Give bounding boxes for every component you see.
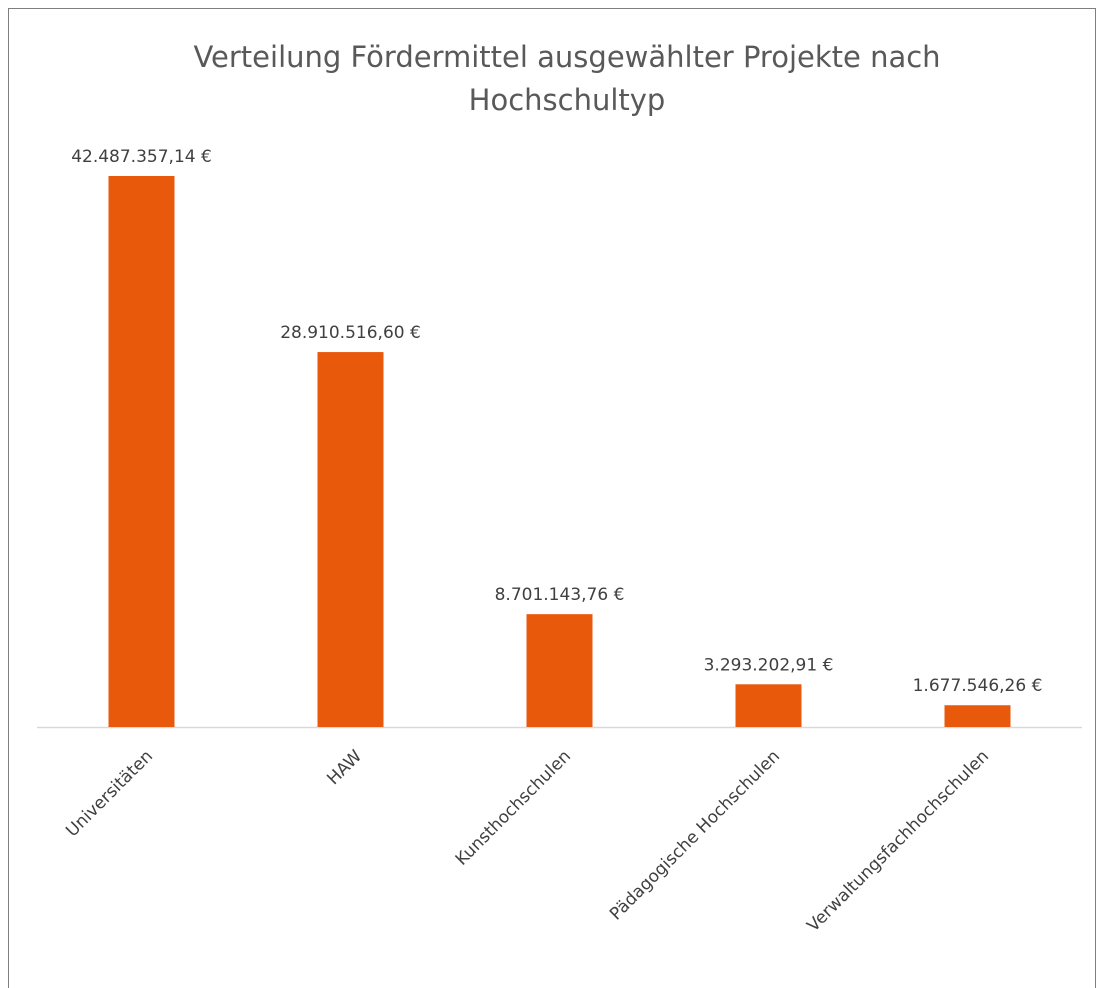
bar — [317, 352, 384, 727]
data-label: 8.701.143,76 € — [495, 585, 625, 605]
x-tick-label: Verwaltungsfachhochschulen — [803, 746, 993, 936]
bar — [944, 705, 1011, 727]
x-tick-label: HAW — [323, 746, 366, 789]
bar — [735, 684, 802, 727]
x-tick-label: Pädagogische Hochschulen — [606, 746, 784, 924]
chart-title: Verteilung Fördermittel ausgewählter Pro… — [193, 40, 941, 117]
data-label: 1.677.546,26 € — [913, 676, 1043, 696]
x-tick-label: Kunsthochschulen — [452, 746, 575, 869]
bar — [526, 614, 593, 727]
chart-frame — [8, 8, 1096, 988]
data-label: 42.487.357,14 € — [71, 147, 212, 167]
data-label: 3.293.202,91 € — [704, 655, 834, 675]
bar — [108, 176, 175, 727]
x-tick-label: Universitäten — [62, 746, 157, 841]
data-label: 28.910.516,60 € — [280, 323, 421, 343]
